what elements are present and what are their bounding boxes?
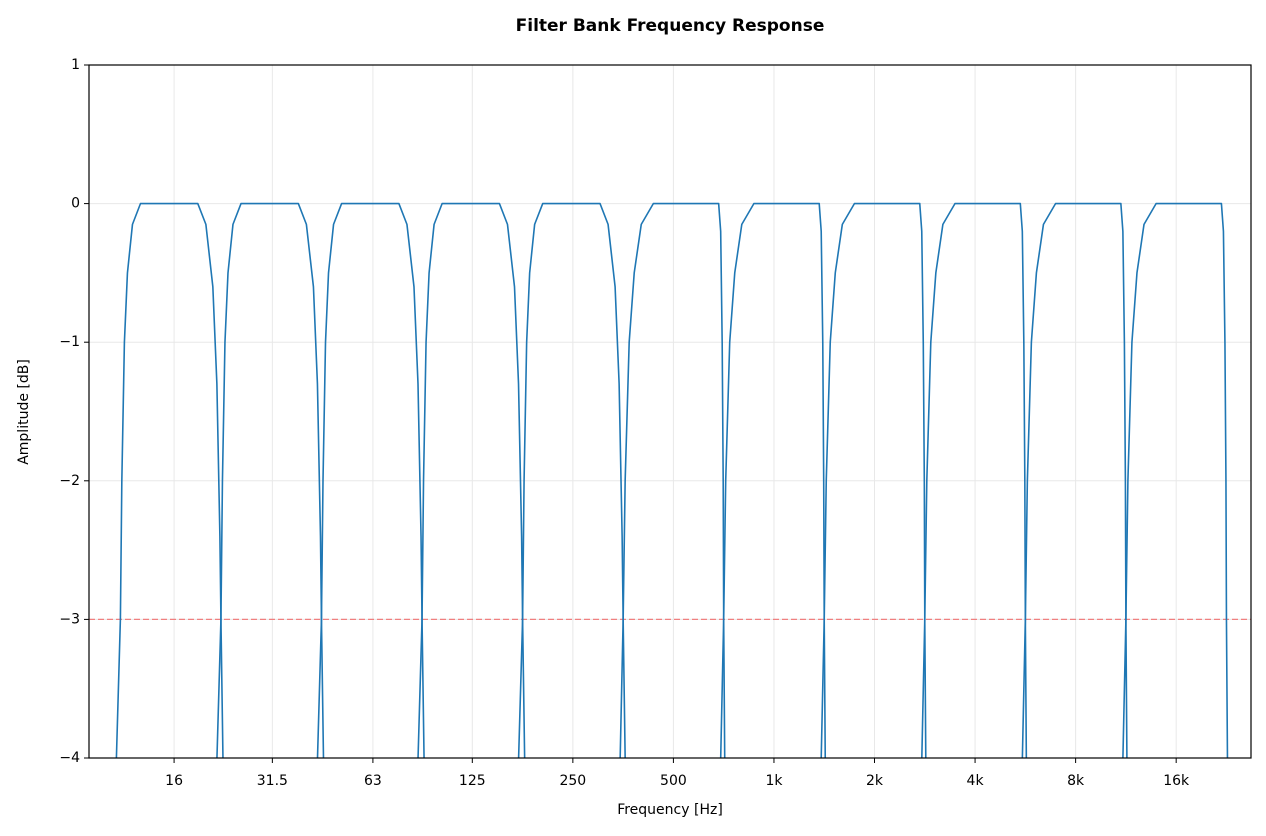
response-line [216,202,325,758]
x-tick-label: 2k [866,773,884,789]
response-line [517,202,626,758]
response-line [820,202,927,758]
response-line [921,202,1028,758]
x-tick-label: 1k [765,773,783,789]
y-axis-label: Amplitude [dB] [16,359,32,465]
x-tick-label: 16k [1163,773,1190,789]
y-tick-label: −4 [59,750,80,766]
x-tick-label: 500 [660,773,687,789]
plot-frame [88,64,1252,759]
y-tick-label: −3 [59,611,80,627]
x-tick-label: 16 [165,773,183,789]
response-line [1122,202,1229,758]
response-line [115,202,224,758]
response-line [1021,202,1128,758]
x-tick-label: 250 [559,773,586,789]
response-line [619,202,726,758]
response-line [719,202,827,758]
x-tick-label: 4k [967,773,985,789]
x-tick-label: 31.5 [257,773,288,789]
y-tick-label: −2 [59,473,80,489]
y-tick-label: 0 [71,196,80,212]
response-line [316,202,425,758]
response-line [417,202,526,758]
chart-title: Filter Bank Frequency Response [516,16,825,36]
y-tick-label: 1 [71,57,80,73]
x-tick-label: 63 [364,773,382,789]
x-tick-label: 8k [1067,773,1085,789]
plot-area [115,202,1229,758]
x-axis-label: Frequency [Hz] [617,802,723,818]
x-tick-label: 125 [459,773,486,789]
y-tick-label: −1 [59,334,80,350]
